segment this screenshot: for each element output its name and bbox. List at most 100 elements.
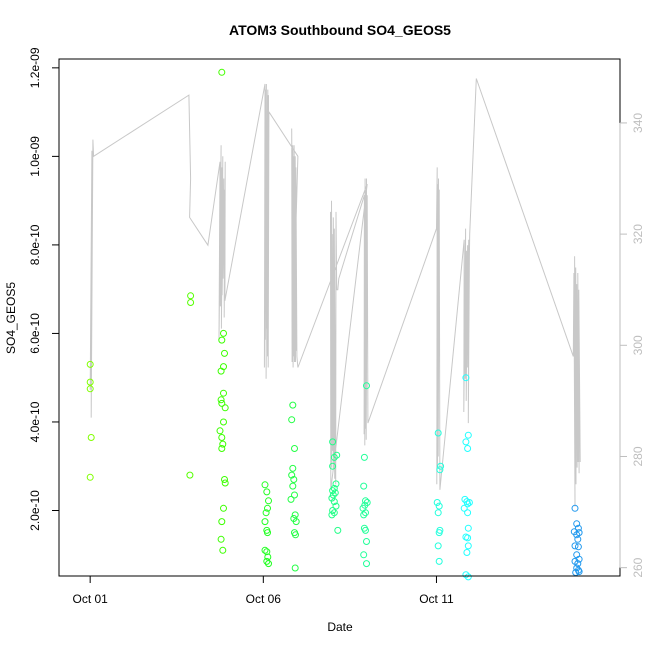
data-point	[291, 511, 299, 519]
series-line	[89, 78, 581, 507]
plot-data	[86, 68, 583, 581]
data-point	[218, 445, 226, 452]
data-point	[434, 542, 442, 550]
data-point	[463, 549, 471, 556]
data-point	[330, 509, 338, 517]
data-point	[263, 488, 271, 496]
data-point	[329, 507, 337, 514]
data-point	[288, 471, 296, 479]
data-point	[571, 504, 579, 512]
data-point	[333, 451, 341, 459]
data-point	[436, 466, 444, 474]
data-point	[575, 555, 583, 563]
data-point	[462, 571, 470, 579]
data-point	[186, 471, 194, 479]
data-point	[360, 511, 368, 519]
y2-tick-label: 280	[631, 446, 645, 466]
data-point	[464, 542, 472, 550]
data-point	[573, 564, 581, 572]
data-point	[287, 495, 295, 503]
data-point	[363, 382, 370, 390]
data-point	[218, 434, 226, 441]
data-point	[262, 509, 270, 517]
data-point	[362, 497, 369, 505]
data-point	[264, 553, 272, 561]
x-tick-label: Oct 06	[246, 592, 282, 606]
y-tick-label: 1.2e-09	[28, 47, 42, 88]
data-point	[265, 560, 272, 568]
data-point	[264, 529, 271, 537]
data-point	[292, 531, 299, 539]
data-point	[434, 509, 442, 517]
y2-tick-label: 260	[631, 557, 645, 577]
data-point	[265, 497, 272, 505]
y-tick-label: 1.0e-09	[28, 136, 42, 177]
data-point	[290, 476, 298, 483]
data-point	[219, 546, 227, 554]
data-point	[464, 500, 472, 508]
x-tick-label: Oct 01	[72, 592, 108, 606]
data-point	[460, 504, 468, 512]
data-point	[462, 374, 470, 382]
data-point	[332, 502, 340, 510]
data-point	[434, 429, 442, 437]
y-tick-label: 2.0e-10	[28, 490, 42, 531]
data-point	[433, 499, 441, 506]
data-point	[221, 476, 228, 483]
data-point	[218, 336, 226, 344]
data-point	[330, 484, 338, 492]
data-point	[261, 481, 269, 489]
data-point	[86, 360, 94, 368]
data-point	[360, 453, 368, 461]
data-point	[330, 498, 338, 506]
data-point	[435, 502, 443, 510]
data-point	[264, 504, 271, 512]
data-point	[291, 564, 299, 572]
data-point	[435, 529, 443, 537]
data-point	[464, 445, 472, 452]
data-point	[465, 499, 473, 506]
data-point	[464, 573, 472, 581]
data-point	[291, 445, 298, 452]
x-axis-label: Date	[327, 620, 353, 634]
data-point	[329, 462, 337, 470]
data-point	[574, 535, 582, 543]
data-point	[289, 401, 297, 409]
y2-tick-label: 320	[631, 224, 645, 244]
data-point	[263, 548, 271, 556]
data-point	[263, 557, 271, 565]
data-point	[261, 546, 269, 554]
data-point	[221, 479, 229, 487]
data-point	[218, 68, 226, 76]
chart-title: ATOM3 Southbound SO4_GEOS5	[229, 22, 451, 38]
data-point	[220, 389, 227, 397]
data-point	[261, 518, 269, 526]
data-point	[220, 418, 227, 426]
axes: Oct 01 Oct 06 Oct 11 2.0e-10 4.0e-10 6.0e-10 8…	[28, 47, 645, 606]
data-point	[218, 518, 226, 526]
data-point	[464, 534, 472, 542]
data-point	[462, 438, 470, 446]
data-point	[187, 299, 195, 306]
data-point	[575, 568, 583, 576]
data-point	[363, 538, 370, 545]
data-point	[437, 462, 445, 470]
data-point	[329, 438, 337, 446]
x-tick-label: Oct 11	[419, 592, 454, 606]
data-point	[289, 464, 297, 472]
data-point	[87, 434, 95, 441]
y-tick-label: 8.0e-10	[28, 224, 42, 265]
data-point	[289, 482, 297, 490]
data-point	[221, 404, 229, 412]
data-point	[574, 543, 582, 551]
data-point	[435, 557, 443, 565]
data-point	[360, 482, 368, 490]
data-point	[221, 349, 228, 357]
data-point	[220, 329, 227, 337]
data-point	[291, 491, 298, 499]
y2-tick-label: 340	[631, 113, 645, 133]
data-point	[464, 509, 472, 517]
data-point	[331, 489, 339, 497]
data-point	[464, 524, 472, 532]
y2-tick-label: 300	[631, 335, 645, 355]
